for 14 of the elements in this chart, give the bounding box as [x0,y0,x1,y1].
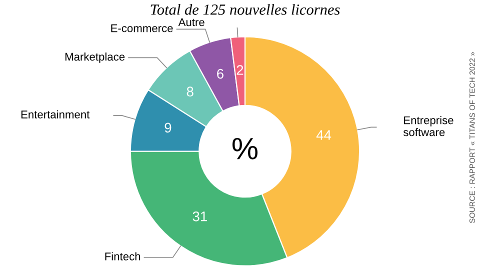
chart-title: Total de 125 nouvelles licornes [150,4,340,15]
slice-label: Marketplace [65,52,125,63]
text: % [232,138,258,160]
data-label: 2 [236,65,244,75]
slice-label: Fintech [105,252,140,260]
slice-label: Autre [178,18,204,26]
data-label: 8 [186,86,194,97]
slice-label: Entertainment [21,110,90,118]
data-label: 9 [164,122,172,133]
slice-label: E-commerce [111,24,173,32]
data-label: 6 [217,68,224,79]
data-label: 31 [192,211,207,222]
slice-label: Entreprise software [403,116,454,136]
data-label: 44 [316,130,332,140]
